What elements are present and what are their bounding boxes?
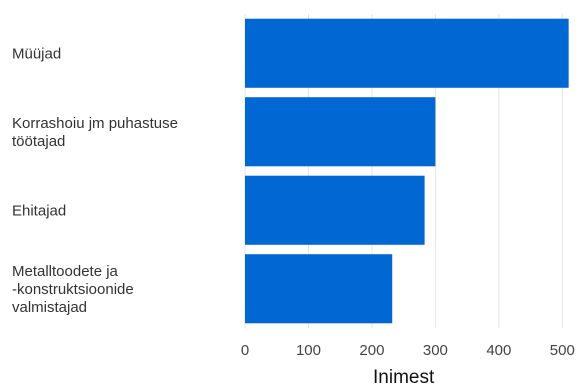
category-label-line: -konstruktsioonide: [12, 281, 134, 298]
bar: [245, 254, 393, 324]
category-label-line: Metalltoodete ja: [12, 263, 119, 280]
x-tick-label: 300: [423, 342, 448, 359]
category-label-line: Müüjad: [12, 45, 61, 62]
x-tick-label: 0: [241, 342, 249, 359]
category-label-line: töötajad: [12, 133, 65, 150]
category-label: Müüjad: [12, 45, 61, 62]
x-tick-label: 200: [359, 342, 384, 359]
bar: [245, 175, 425, 245]
category-label-line: Ehitajad: [12, 202, 66, 219]
x-axis-title: Inimest: [373, 367, 435, 388]
category-label-line: Korrashoiu jm puhastuse: [12, 115, 178, 132]
bar: [245, 97, 436, 167]
category-label-line: valmistajad: [12, 299, 87, 316]
category-labels: Müüjad Korrashoiu jm puhastuse töötajad Ehi…: [12, 45, 178, 316]
bar: [245, 18, 569, 88]
x-tick-label: 400: [486, 342, 511, 359]
category-label: Ehitajad: [12, 202, 66, 219]
x-tick-label: 500: [550, 342, 575, 359]
x-tick-label: 100: [296, 342, 321, 359]
x-tick-labels: 0 100 200 300 400 500: [241, 342, 575, 359]
category-label: Korrashoiu jm puhastuse töötajad: [12, 115, 178, 150]
bars: [245, 18, 569, 324]
category-label: Metalltoodete ja -konstruktsioonide valmis…: [12, 263, 134, 316]
